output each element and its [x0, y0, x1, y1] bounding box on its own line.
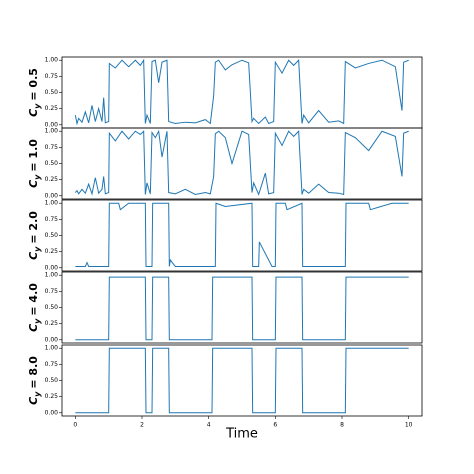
x-tick-label: 0 [73, 422, 77, 429]
y-axis-label-part: C [27, 180, 40, 188]
y-tick-label: 0.50 [45, 232, 59, 239]
y-axis-label-part: y [33, 391, 42, 397]
y-axis-label-part: y [33, 318, 42, 324]
y-axis-label-part: = 1.0 [27, 139, 40, 172]
y-tick-label: 0.00 [45, 264, 59, 271]
axes-frame [61, 127, 423, 200]
y-axis-label-part: C [27, 397, 40, 405]
y-tick-label: 0.50 [45, 89, 59, 96]
series-line [75, 202, 409, 267]
y-axis-label: Cy = 1.0 [27, 139, 42, 188]
y-tick-label: 0.25 [45, 248, 59, 255]
y-axis-label-part: = 4.0 [27, 283, 40, 316]
y-tick-label: 0.00 [45, 192, 59, 199]
axes-frame [61, 199, 423, 272]
y-tick-label: 0.00 [45, 409, 59, 416]
x-tick-label: 4 [207, 422, 211, 429]
y-tick-label: 0.75 [45, 288, 59, 295]
y-axis-label-part: C [27, 324, 40, 332]
y-axis-label-part: = 0.5 [27, 68, 40, 101]
x-tick-label: 6 [273, 422, 277, 429]
y-tick-label: 0.25 [45, 105, 59, 112]
x-tick-label: 8 [340, 422, 344, 429]
y-tick-label: 0.00 [45, 121, 59, 128]
y-axis-label: Cy = 4.0 [27, 283, 42, 332]
y-axis-label: Cy = 0.5 [27, 68, 42, 117]
y-axis-label: Cy = 8.0 [27, 356, 42, 405]
y-tick-label: 0.00 [45, 336, 59, 343]
series-line [74, 58, 409, 126]
x-tick-label: 10 [405, 422, 413, 429]
y-tick-label: 0.25 [45, 320, 59, 327]
y-tick-label: 1.00 [45, 57, 59, 64]
y-axis-label-part: C [27, 109, 40, 117]
y-axis-label-part: = 8.0 [27, 356, 40, 389]
y-axis-label-part: y [33, 246, 42, 252]
y-tick-label: 0.50 [45, 304, 59, 311]
y-tick-label: 1.00 [45, 272, 59, 279]
x-tick-label: 2 [140, 422, 144, 429]
axes-frame [61, 344, 423, 417]
y-axis-label-part: C [27, 252, 40, 260]
y-tick-label: 0.25 [45, 176, 59, 183]
y-tick-label: 0.75 [45, 361, 59, 368]
y-tick-label: 1.00 [45, 345, 59, 352]
y-axis-label-part: y [33, 174, 42, 180]
axes-frame [61, 271, 423, 344]
y-tick-label: 1.00 [45, 128, 59, 135]
y-tick-label: 0.75 [45, 216, 59, 223]
y-tick-label: 0.50 [45, 160, 59, 167]
y-axis-label-part: y [33, 103, 42, 109]
y-tick-label: 1.00 [45, 200, 59, 207]
y-tick-label: 0.25 [45, 393, 59, 400]
y-axis-label-part: = 2.0 [27, 211, 40, 244]
series-line [75, 276, 409, 341]
series-line [74, 129, 409, 196]
series-line [75, 347, 409, 414]
y-axis-label: Cy = 2.0 [27, 211, 42, 260]
y-tick-label: 0.50 [45, 377, 59, 384]
y-tick-label: 0.75 [45, 73, 59, 80]
y-tick-label: 0.75 [45, 144, 59, 151]
x-axis-label: Time [225, 427, 258, 442]
